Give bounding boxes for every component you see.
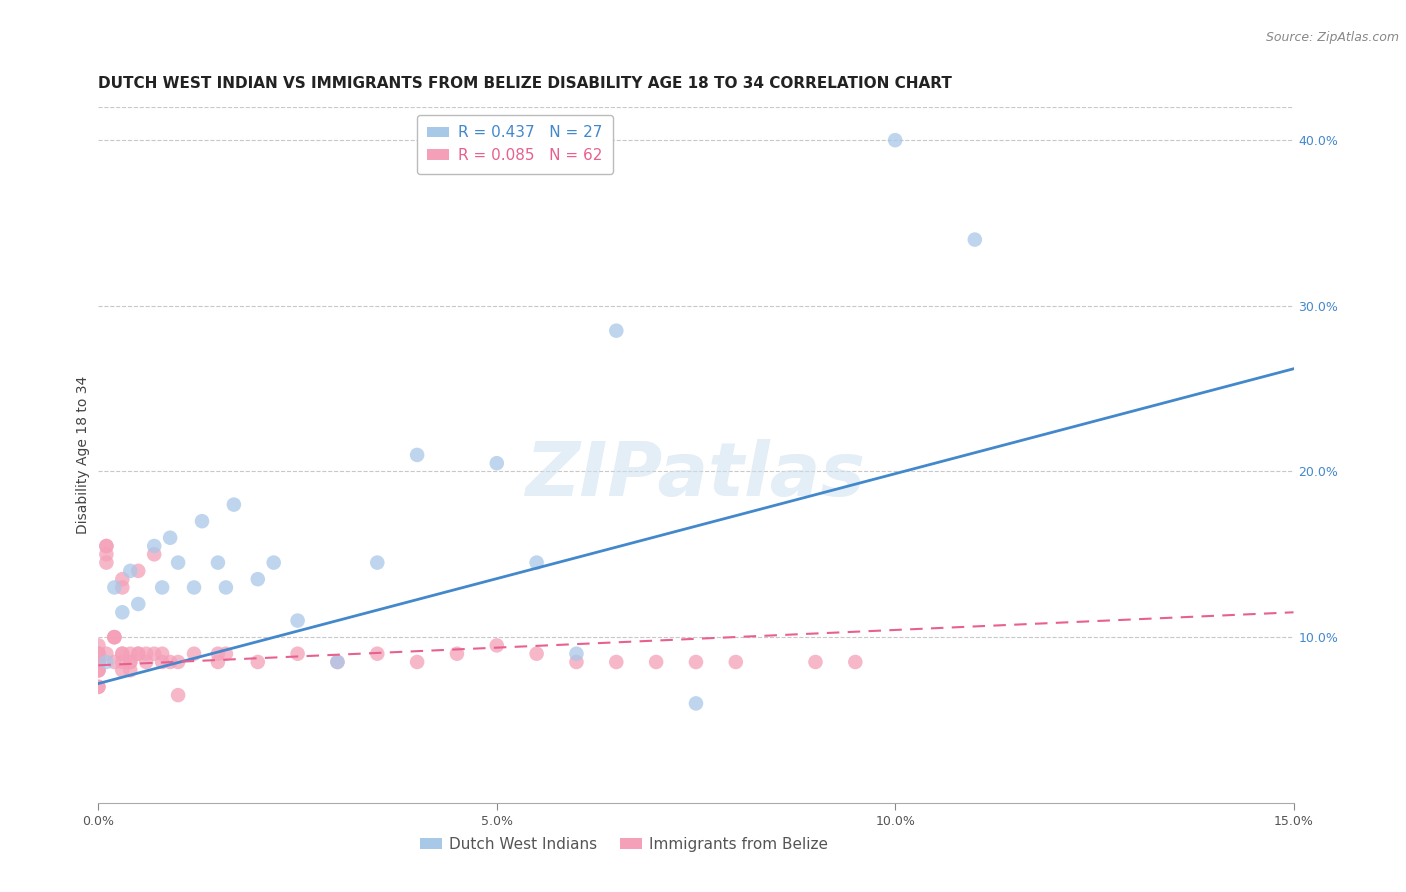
Point (111, 647, 134, 661)
Point (96, 647, 118, 661)
Point (143, 539, 166, 553)
Point (167, 688, 190, 702)
Point (605, 324, 627, 338)
Point (143, 647, 166, 661)
Point (150, 581, 173, 595)
Point (150, 647, 173, 661)
Point (111, 572, 134, 586)
Point (565, 655, 588, 669)
Point (103, 630, 125, 644)
Point (96, 556, 118, 570)
Point (111, 647, 134, 661)
Point (87, 647, 110, 661)
Point (246, 655, 269, 669)
Point (159, 655, 181, 669)
Point (135, 647, 157, 661)
Point (366, 647, 388, 661)
Point (111, 663, 134, 677)
Point (135, 655, 157, 669)
Point (87, 680, 110, 694)
Point (111, 605, 134, 619)
Point (485, 639, 508, 653)
Point (565, 647, 588, 661)
Point (485, 456, 508, 470)
Point (183, 581, 205, 595)
Point (183, 647, 205, 661)
Point (724, 655, 747, 669)
Point (127, 564, 149, 578)
Point (87, 655, 110, 669)
Point (127, 647, 149, 661)
Point (150, 655, 173, 669)
Point (103, 655, 125, 669)
Point (246, 572, 269, 586)
Point (844, 655, 866, 669)
Point (96, 547, 118, 561)
Point (87, 655, 110, 669)
Point (804, 655, 827, 669)
Point (111, 655, 134, 669)
Legend: Dutch West Indians, Immigrants from Belize: Dutch West Indians, Immigrants from Beli… (415, 830, 834, 858)
Point (120, 655, 142, 669)
Point (120, 564, 142, 578)
Point (526, 556, 548, 570)
Point (406, 655, 429, 669)
Point (645, 655, 668, 669)
Point (87, 663, 110, 677)
Point (963, 233, 986, 247)
Point (87, 680, 110, 694)
Point (207, 655, 229, 669)
Point (884, 133, 907, 147)
Point (263, 556, 285, 570)
Point (96, 655, 118, 669)
Point (287, 647, 309, 661)
Point (366, 556, 388, 570)
Point (96, 539, 118, 553)
Point (287, 614, 309, 628)
Point (87, 663, 110, 677)
Point (103, 630, 125, 644)
Point (222, 498, 245, 512)
Point (526, 647, 548, 661)
Point (215, 647, 238, 661)
Point (96, 539, 118, 553)
Point (326, 655, 349, 669)
Text: ZIPatlas: ZIPatlas (526, 439, 866, 512)
Point (103, 630, 125, 644)
Point (87, 647, 110, 661)
Point (111, 581, 134, 595)
Point (685, 697, 707, 711)
Point (191, 514, 214, 528)
Point (120, 647, 142, 661)
Point (326, 655, 349, 669)
Y-axis label: Disability Age 18 to 34: Disability Age 18 to 34 (76, 376, 90, 534)
Point (167, 655, 190, 669)
Point (685, 655, 707, 669)
Point (120, 663, 142, 677)
Point (167, 556, 190, 570)
Point (103, 581, 125, 595)
Point (406, 448, 429, 462)
Point (87, 639, 110, 653)
Point (127, 647, 149, 661)
Point (159, 531, 181, 545)
Point (207, 647, 229, 661)
Point (87, 647, 110, 661)
Text: DUTCH WEST INDIAN VS IMMIGRANTS FROM BELIZE DISABILITY AGE 18 TO 34 CORRELATION : DUTCH WEST INDIAN VS IMMIGRANTS FROM BEL… (98, 76, 952, 91)
Point (605, 655, 627, 669)
Point (207, 556, 229, 570)
Point (87, 655, 110, 669)
Point (143, 547, 166, 561)
Point (120, 655, 142, 669)
Point (215, 581, 238, 595)
Point (127, 597, 149, 611)
Text: Source: ZipAtlas.com: Source: ZipAtlas.com (1265, 31, 1399, 45)
Point (87, 663, 110, 677)
Point (446, 647, 468, 661)
